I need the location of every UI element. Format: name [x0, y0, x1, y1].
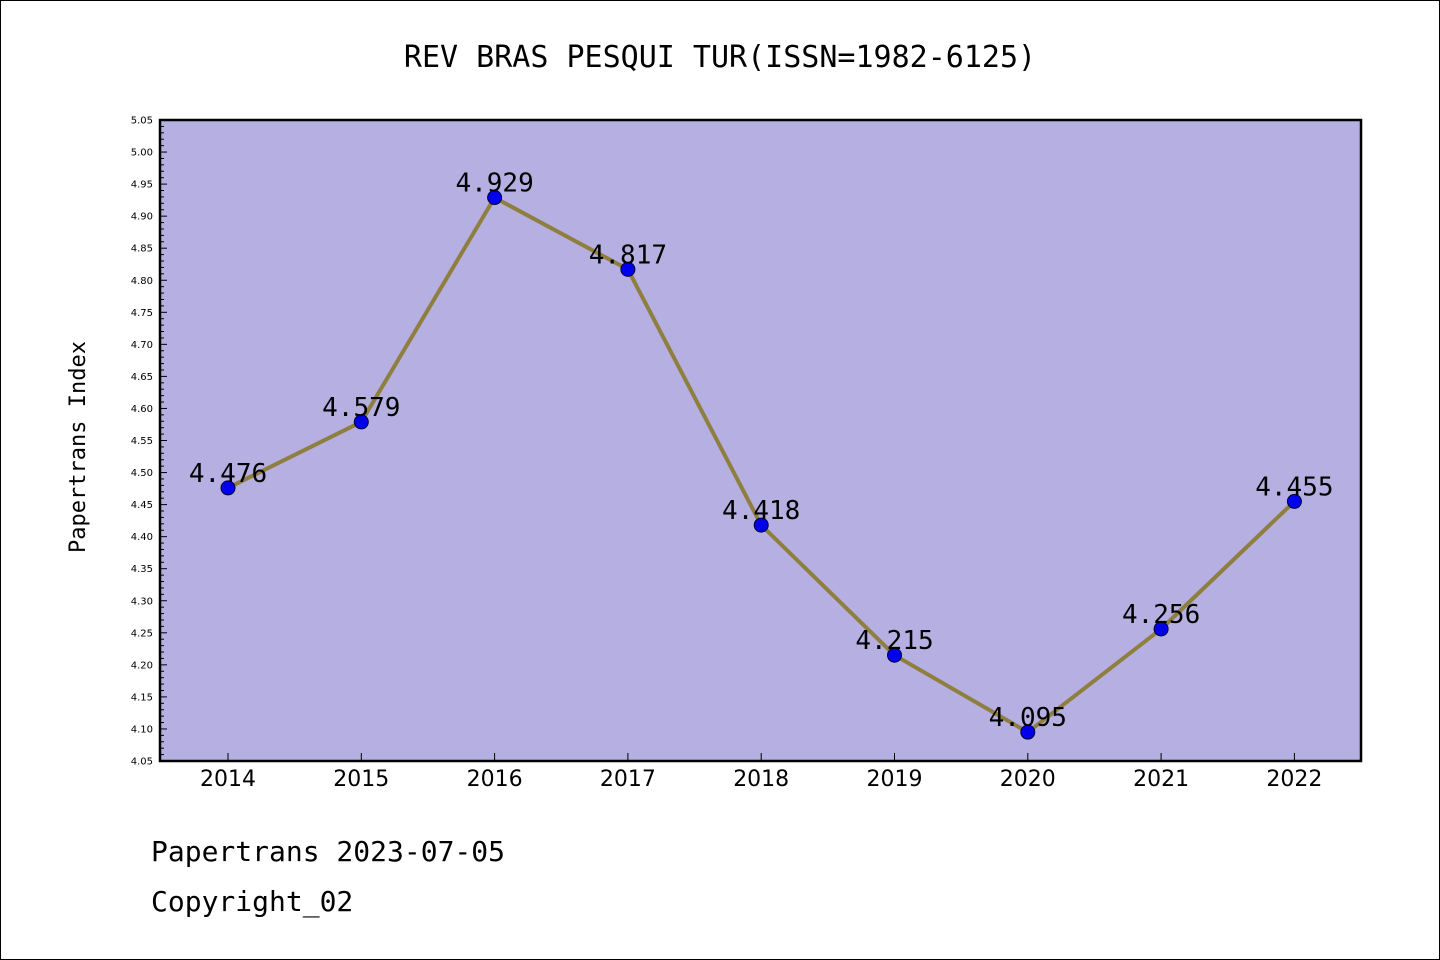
y-tick-label: 4.60: [131, 404, 153, 415]
x-tick-label: 2022: [1266, 767, 1322, 792]
data-point: [887, 647, 902, 663]
y-tick-label: 4.30: [131, 596, 153, 607]
y-tick-label: 5.00: [131, 148, 153, 159]
y-tick-label: 4.75: [131, 308, 153, 319]
x-tick-label: 2014: [200, 767, 256, 792]
y-tick-label: 4.15: [131, 692, 153, 703]
data-point: [220, 480, 236, 496]
series-layer: 4.476 4.579 4.929 4.817 4.418 4.215 4.095 4.256…: [189, 169, 1334, 740]
y-tick-label: 4.40: [131, 532, 153, 543]
x-tick-label: 2020: [1000, 767, 1056, 792]
data-point: [487, 190, 503, 206]
plot-area: [160, 120, 1361, 761]
x-tick-label: 2017: [600, 767, 656, 792]
x-tick-label: 2018: [733, 767, 789, 792]
y-tick-label: 4.90: [131, 212, 153, 223]
data-label: 4.817: [589, 240, 667, 270]
data-label: 4.579: [322, 393, 400, 423]
data-label: 4.455: [1255, 472, 1333, 502]
data-point: [353, 414, 369, 430]
y-tick-label: 4.80: [131, 276, 153, 287]
y-tick-label: 4.85: [131, 244, 153, 255]
y-tick-label: 4.50: [131, 468, 153, 479]
y-tick-label: 4.70: [131, 340, 153, 351]
data-label: 4.256: [1122, 600, 1200, 630]
x-tick-label: 2016: [467, 767, 523, 792]
y-axis-label: Papertrans Index: [66, 341, 91, 553]
data-label: 4.418: [722, 496, 800, 526]
y-tick-label: 4.35: [131, 564, 153, 575]
y-tick-label: 4.55: [131, 436, 153, 447]
y-tick-label: 5.05: [131, 116, 153, 127]
footer-date: Papertrans 2023-07-05: [151, 835, 506, 868]
data-point: [1020, 724, 1036, 740]
y-tick-label: 4.45: [131, 500, 153, 511]
x-axis-ticks: 2014 2015 2016 2017 2018 2019 2020 2021 2022: [200, 753, 1322, 792]
data-point: [1153, 621, 1169, 637]
y-tick-label: 4.65: [131, 372, 153, 383]
footer-copyright: Copyright_02: [151, 885, 354, 918]
y-tick-label: 4.20: [131, 660, 153, 671]
data-point: [620, 261, 636, 277]
x-tick-label: 2019: [867, 767, 923, 792]
y-tick-label: 4.25: [131, 628, 153, 639]
data-point: [1286, 493, 1302, 509]
data-label: 4.215: [855, 626, 933, 656]
x-tick-label: 2015: [333, 767, 389, 792]
y-tick-label: 4.05: [131, 757, 153, 768]
y-tick-label: 4.10: [131, 724, 153, 735]
chart-title: REV BRAS PESQUI TUR(ISSN=1982-6125): [404, 40, 1036, 75]
plot-border: [158, 118, 1363, 763]
data-label: 4.929: [455, 169, 533, 199]
x-tick-label: 2021: [1133, 767, 1189, 792]
data-point: [753, 517, 769, 533]
data-label: 4.095: [989, 703, 1067, 733]
data-label: 4.476: [189, 459, 267, 489]
y-tick-label: 4.95: [131, 180, 153, 191]
